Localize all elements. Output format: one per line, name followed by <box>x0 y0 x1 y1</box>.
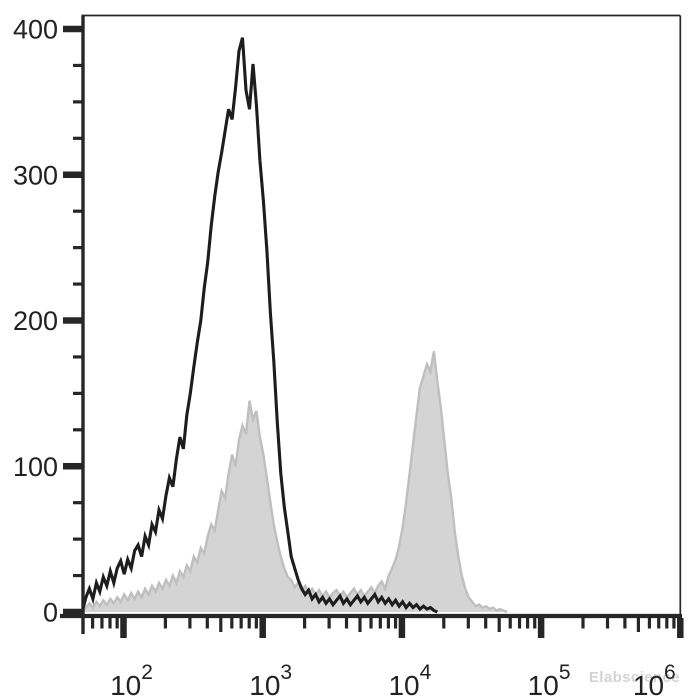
y-tick-label: 300 <box>13 160 58 190</box>
y-tick-label: 200 <box>13 306 58 336</box>
x-tick-label-10e4: 104 <box>388 661 431 700</box>
y-tick-label: 0 <box>43 598 58 628</box>
series-layer <box>81 37 508 614</box>
y-tick-label: 100 <box>13 452 58 482</box>
axes-frame-layer <box>60 14 682 634</box>
x-tick-label-10e3: 103 <box>249 661 292 700</box>
gray-filled-histogram-outline <box>82 350 508 614</box>
y-tick-label: 400 <box>13 15 58 45</box>
x-tick-label-10e6: 106 <box>633 661 676 700</box>
x-tick-label-10e5: 105 <box>528 661 571 700</box>
gray-filled-histogram <box>83 351 508 612</box>
watermark: Elabscience <box>588 669 680 686</box>
ticks-layer <box>63 25 684 638</box>
x-tick-label-10e2: 102 <box>110 661 153 700</box>
tick-labels-layer: 0 100 200 300 400 102 103 104 105 106 <box>13 15 676 700</box>
black-open-histogram <box>81 37 439 614</box>
